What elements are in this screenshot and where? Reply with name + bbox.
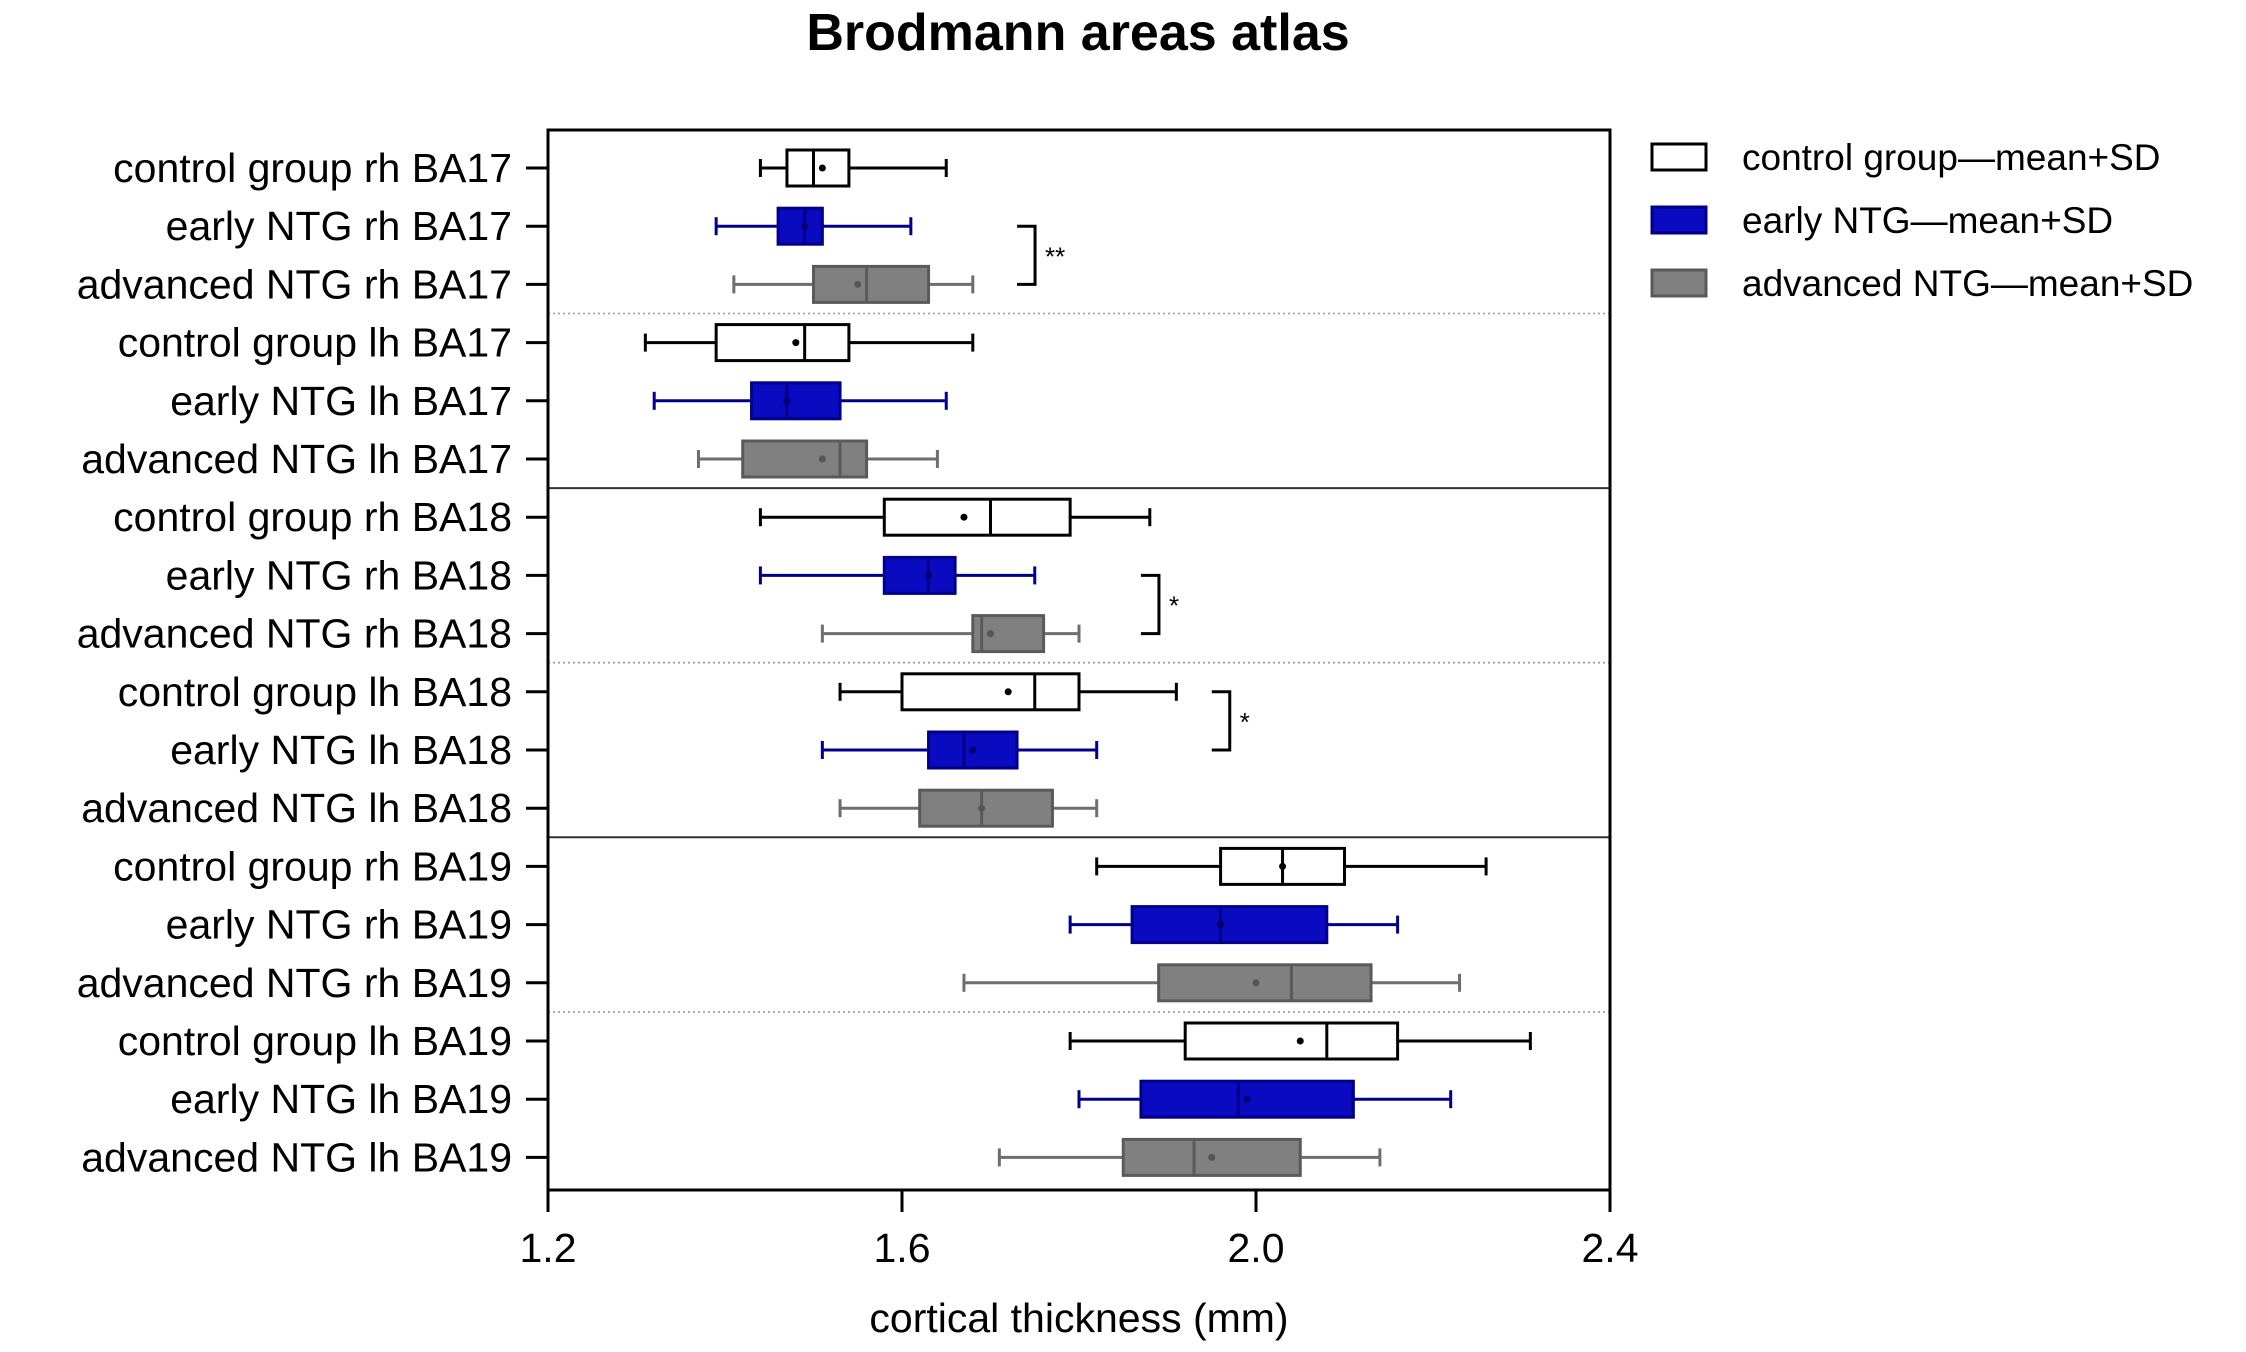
box-row: advanced NTG rh BA18 — [77, 611, 1081, 657]
box — [1130, 905, 1329, 945]
box — [971, 614, 1046, 654]
x-tick-label: 2.4 — [1582, 1225, 1639, 1271]
chart-title: Brodmann areas atlas — [806, 4, 1349, 62]
category-label: early NTG lh BA18 — [170, 727, 512, 773]
category-label: early NTG lh BA19 — [170, 1076, 512, 1122]
box — [882, 497, 1072, 537]
significance-bracket: * — [1211, 690, 1250, 752]
plot-area: control group rh BA17 early NTG rh BA17 ad… — [77, 145, 1610, 1180]
box — [741, 439, 869, 479]
box-row: early NTG rh BA19 — [166, 902, 1400, 948]
legend: control group—mean+SD early NTG—mean+SD ad… — [1650, 137, 2193, 304]
category-label: advanced NTG rh BA19 — [77, 960, 512, 1006]
legend-label: control group—mean+SD — [1742, 137, 2161, 178]
legend-swatch — [1650, 142, 1708, 172]
mean-marker — [792, 339, 800, 347]
bracket-line — [1140, 573, 1161, 636]
category-label: control group lh BA17 — [118, 320, 512, 366]
box — [900, 672, 1081, 712]
box-row: control group lh BA19 — [118, 1018, 1532, 1064]
category-label: control group lh BA19 — [118, 1018, 512, 1064]
box-row: control group rh BA18 — [113, 494, 1152, 540]
plot-frame — [546, 128, 1612, 1192]
category-label: advanced NTG lh BA19 — [81, 1134, 512, 1180]
category-label: advanced NTG lh BA17 — [81, 436, 512, 482]
mean-marker — [818, 455, 826, 463]
mean-marker — [1217, 921, 1225, 929]
box-row: advanced NTG lh BA19 — [81, 1134, 1382, 1180]
significance-label: * — [1169, 591, 1179, 621]
box-row: control group rh BA19 — [113, 843, 1488, 889]
significance-bracket: * — [1140, 573, 1179, 636]
box — [812, 264, 931, 304]
box — [776, 206, 824, 246]
mean-marker — [978, 804, 986, 812]
category-label: early NTG rh BA19 — [166, 902, 512, 948]
box — [750, 381, 842, 421]
legend-item: early NTG—mean+SD — [1650, 200, 2113, 241]
legend-item: advanced NTG—mean+SD — [1650, 263, 2193, 304]
box — [882, 555, 957, 595]
box — [1157, 963, 1373, 1003]
x-tick-label: 1.6 — [874, 1225, 931, 1271]
x-tick-label: 1.2 — [520, 1225, 577, 1271]
mean-marker — [1252, 979, 1260, 987]
box-row: advanced NTG rh BA17 — [77, 261, 975, 307]
mean-marker — [1279, 862, 1287, 870]
mean-marker — [818, 164, 826, 172]
significance-label: * — [1240, 707, 1250, 737]
significance-bracket: ** — [1017, 224, 1065, 286]
mean-marker — [1208, 1153, 1216, 1161]
legend-label: advanced NTG—mean+SD — [1742, 263, 2193, 304]
x-tick-label: 2.0 — [1228, 1225, 1285, 1271]
category-label: control group rh BA17 — [113, 145, 512, 191]
mean-marker — [1004, 688, 1012, 696]
category-label: early NTG rh BA17 — [166, 203, 512, 249]
mean-marker — [801, 222, 809, 230]
box-row: early NTG lh BA18 — [170, 727, 1099, 773]
bracket-line — [1211, 690, 1232, 752]
category-label: control group lh BA18 — [118, 669, 512, 715]
category-label: early NTG rh BA18 — [166, 552, 512, 598]
category-label: advanced NTG rh BA18 — [77, 611, 512, 657]
box-row: control group lh BA18 — [118, 669, 1178, 715]
box — [918, 788, 1054, 828]
mean-marker — [925, 571, 933, 579]
bracket-line — [1017, 224, 1037, 286]
legend-label: early NTG—mean+SD — [1742, 200, 2113, 241]
box-row: advanced NTG lh BA18 — [81, 785, 1099, 831]
mean-marker — [1243, 1095, 1251, 1103]
box-row: early NTG rh BA17 — [166, 203, 913, 249]
box-row: advanced NTG lh BA17 — [81, 436, 939, 482]
box-row: control group rh BA17 — [113, 145, 948, 191]
box-row: control group lh BA17 — [118, 320, 975, 366]
box — [785, 148, 851, 188]
mean-marker — [1296, 1037, 1304, 1045]
significance-label: ** — [1045, 241, 1065, 271]
category-label: control group rh BA18 — [113, 494, 512, 540]
legend-item: control group—mean+SD — [1650, 137, 2161, 178]
mean-marker — [960, 513, 968, 521]
category-label: advanced NTG lh BA18 — [81, 785, 512, 831]
mean-marker — [987, 630, 994, 638]
category-label: control group rh BA19 — [113, 843, 512, 889]
x-axis: 1.2 1.6 2.0 2.4 — [520, 1190, 1639, 1271]
box-row: advanced NTG rh BA19 — [77, 960, 1462, 1006]
box-row: early NTG rh BA18 — [166, 552, 1037, 598]
legend-swatch — [1650, 205, 1708, 235]
category-label: early NTG lh BA17 — [170, 378, 512, 424]
category-label: advanced NTG rh BA17 — [77, 261, 512, 307]
box-row: early NTG lh BA17 — [170, 378, 948, 424]
box — [1183, 1021, 1400, 1061]
x-axis-title: cortical thickness (mm) — [869, 1295, 1288, 1341]
box-row: early NTG lh BA19 — [170, 1076, 1453, 1122]
mean-marker — [969, 746, 977, 754]
legend-swatch — [1650, 268, 1708, 298]
mean-marker — [783, 397, 791, 405]
mean-marker — [854, 280, 862, 288]
box — [714, 323, 851, 363]
